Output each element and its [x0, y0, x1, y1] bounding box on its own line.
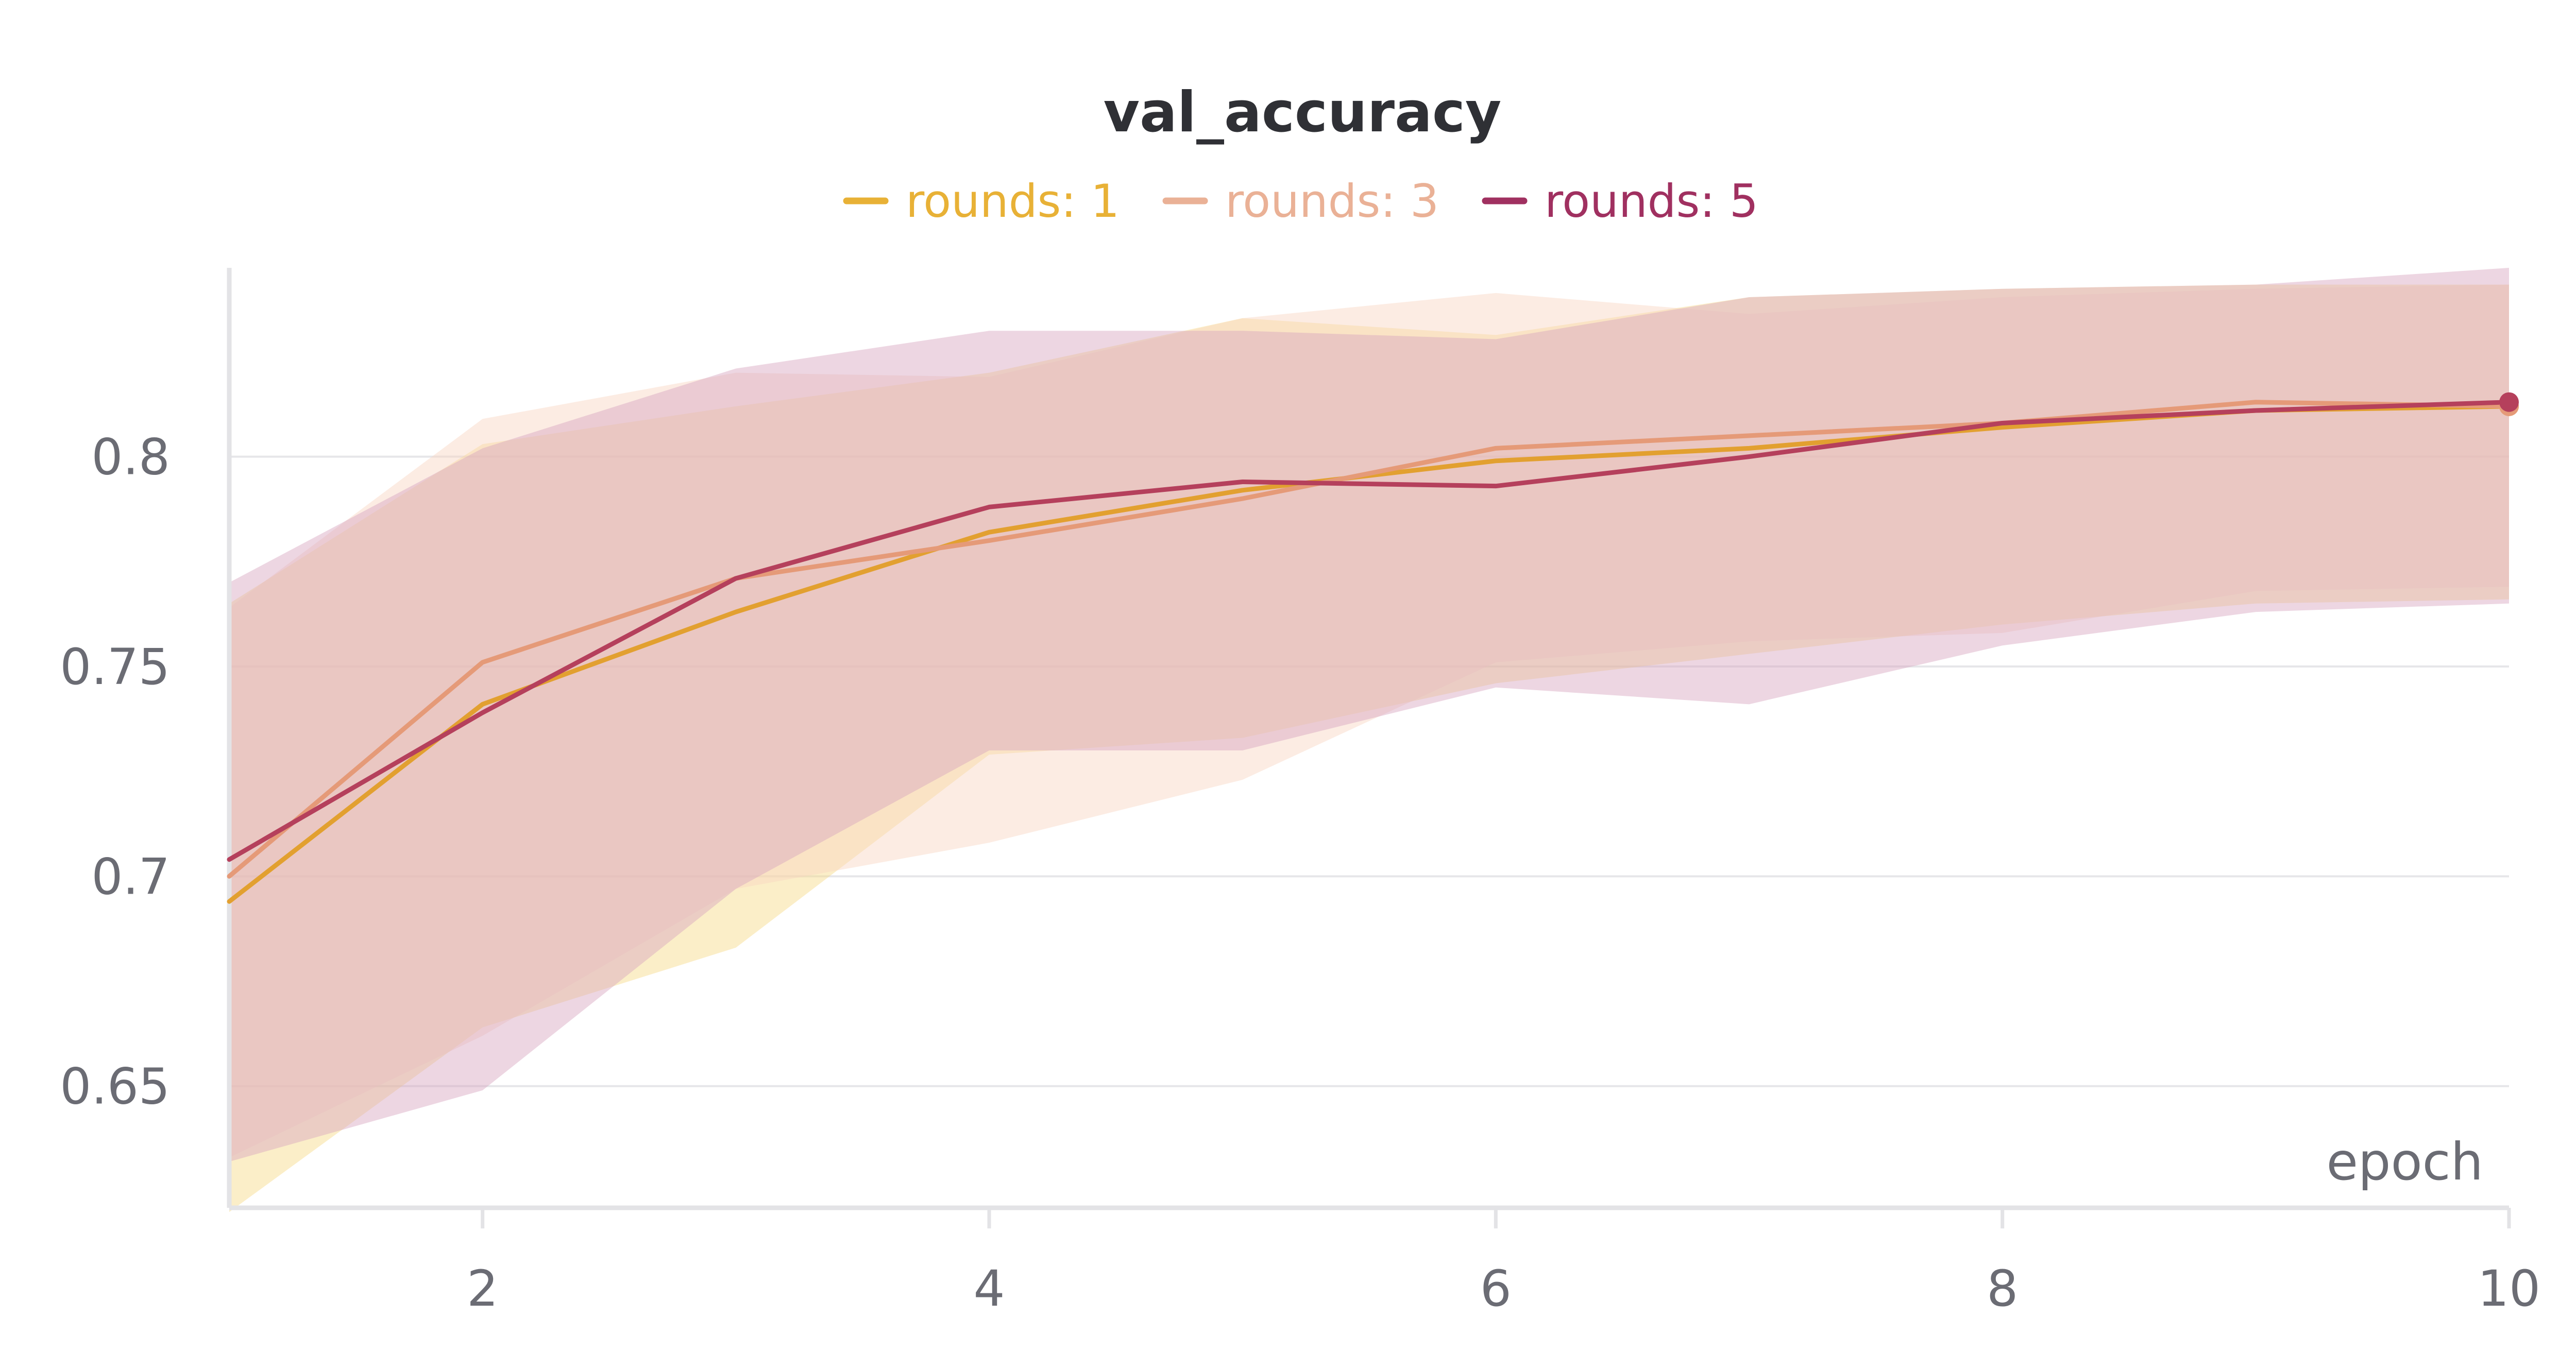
y-tick-label: 0.8 — [91, 429, 170, 486]
line-series-3[interactable] — [227, 400, 2512, 862]
legend-item-3[interactable]: rounds: 5 — [1482, 175, 1758, 228]
y-tick-label: 0.7 — [91, 848, 170, 905]
x-tick-label: 6 — [1480, 1260, 1512, 1318]
legend-item-1[interactable]: rounds: 1 — [843, 175, 1120, 228]
x-tick-label: 10 — [2478, 1260, 2540, 1318]
x-tick-label: 2 — [467, 1260, 498, 1318]
band-series-2 — [229, 284, 2509, 1158]
legend-label: rounds: 3 — [1225, 175, 1439, 228]
x-tick-label: 8 — [1987, 1260, 2018, 1318]
legend-label: rounds: 1 — [906, 175, 1120, 228]
legend-item-2[interactable]: rounds: 3 — [1162, 175, 1439, 228]
y-tick-label: 0.65 — [60, 1058, 170, 1116]
series-lines[interactable] — [227, 392, 2519, 904]
legend[interactable]: rounds: 1 rounds: 3 rounds: 5 — [843, 175, 1758, 228]
legend-label: rounds: 5 — [1545, 175, 1758, 228]
band-series-3 — [229, 268, 2509, 1162]
axes: 2 4 6 8 10 — [227, 268, 2540, 1318]
x-axis-label: epoch — [2326, 1132, 2483, 1192]
y-tick-label: 0.75 — [60, 638, 170, 696]
line-series-2[interactable] — [227, 400, 2512, 879]
confidence-bands — [229, 268, 2509, 1212]
chart-title: val_accuracy — [1104, 80, 1502, 145]
band-series-1 — [229, 284, 2509, 1212]
x-tick-label: 4 — [973, 1260, 1005, 1318]
grid-lines: 0.65 0.7 0.75 0.8 — [60, 429, 2509, 1116]
endpoint-marker-series-3[interactable] — [2499, 392, 2519, 412]
